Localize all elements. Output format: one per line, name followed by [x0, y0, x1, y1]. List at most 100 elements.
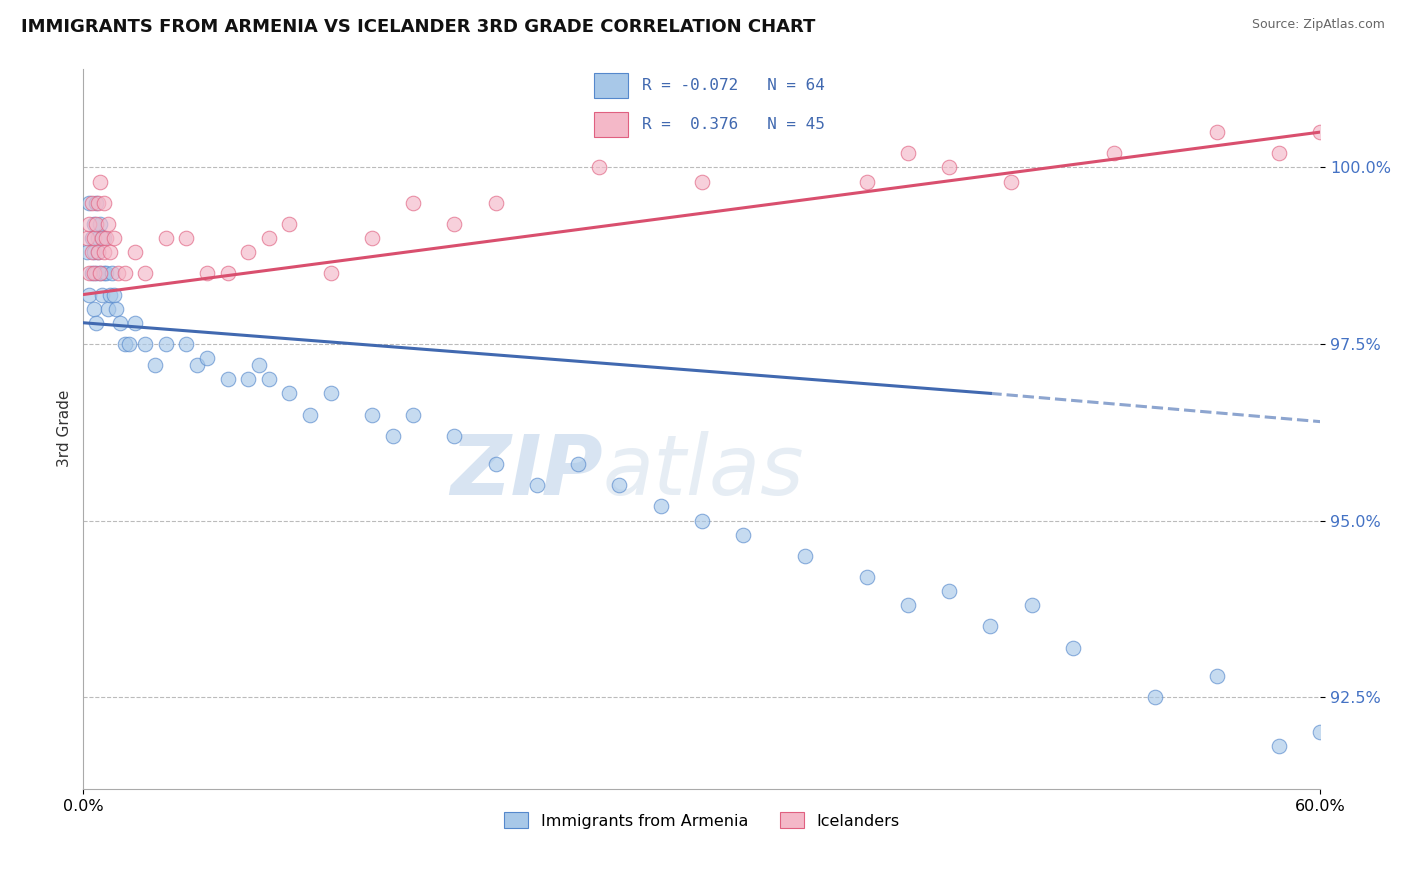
Point	[257, 231, 280, 245]
Point	[79, 217, 101, 231]
Point	[938, 161, 960, 175]
Point	[93, 195, 115, 210]
Point	[114, 337, 136, 351]
Point	[1309, 125, 1331, 139]
Point	[117, 337, 139, 351]
Point	[103, 287, 125, 301]
Y-axis label: 3rd Grade: 3rd Grade	[58, 390, 72, 467]
Point	[79, 287, 101, 301]
Point	[1206, 669, 1229, 683]
Text: ZIP: ZIP	[450, 432, 603, 512]
Point	[176, 231, 198, 245]
Point	[238, 372, 260, 386]
Point	[979, 619, 1001, 633]
Point	[855, 174, 877, 188]
Point	[110, 316, 132, 330]
Point	[89, 217, 111, 231]
Point	[897, 599, 920, 613]
Legend: Immigrants from Armenia, Icelanders: Immigrants from Armenia, Icelanders	[498, 805, 905, 835]
Point	[299, 408, 322, 422]
Point	[124, 245, 146, 260]
Point	[195, 351, 218, 365]
Point	[134, 337, 156, 351]
Text: IMMIGRANTS FROM ARMENIA VS ICELANDER 3RD GRADE CORRELATION CHART: IMMIGRANTS FROM ARMENIA VS ICELANDER 3RD…	[21, 18, 815, 36]
Point	[93, 231, 115, 245]
Point	[217, 372, 239, 386]
Point	[83, 231, 105, 245]
Point	[731, 527, 754, 541]
Point	[588, 161, 610, 175]
Point	[1268, 739, 1291, 754]
Point	[98, 245, 121, 260]
Point	[80, 231, 103, 245]
Text: R =  0.376   N = 45: R = 0.376 N = 45	[643, 117, 825, 132]
Point	[94, 266, 117, 280]
Point	[87, 231, 110, 245]
Point	[1206, 125, 1229, 139]
Point	[87, 245, 110, 260]
Point	[443, 429, 465, 443]
Point	[238, 245, 260, 260]
Point	[485, 195, 508, 210]
Point	[76, 245, 98, 260]
Point	[690, 514, 713, 528]
Point	[485, 457, 508, 471]
Point	[938, 584, 960, 599]
Point	[93, 266, 115, 280]
Point	[79, 195, 101, 210]
Point	[80, 266, 103, 280]
Point	[80, 195, 103, 210]
Point	[319, 386, 342, 401]
Point	[84, 195, 107, 210]
Point	[247, 358, 270, 372]
Point	[89, 266, 111, 280]
Point	[84, 217, 107, 231]
Point	[897, 146, 920, 161]
Point	[1309, 725, 1331, 739]
Point	[93, 245, 115, 260]
Point	[361, 231, 384, 245]
Point	[690, 174, 713, 188]
Point	[90, 231, 112, 245]
Point	[84, 266, 107, 280]
Point	[195, 266, 218, 280]
Point	[278, 217, 301, 231]
Point	[1062, 640, 1084, 655]
Point	[319, 266, 342, 280]
Point	[145, 358, 167, 372]
Point	[176, 337, 198, 351]
Point	[855, 570, 877, 584]
Point	[83, 217, 105, 231]
Point	[134, 266, 156, 280]
Point	[361, 408, 384, 422]
Point	[80, 245, 103, 260]
Text: R = -0.072   N = 64: R = -0.072 N = 64	[643, 78, 825, 93]
FancyBboxPatch shape	[593, 112, 628, 137]
FancyBboxPatch shape	[593, 72, 628, 98]
Point	[114, 266, 136, 280]
Text: Source: ZipAtlas.com: Source: ZipAtlas.com	[1251, 18, 1385, 31]
Text: atlas: atlas	[603, 432, 804, 512]
Point	[90, 287, 112, 301]
Point	[526, 478, 548, 492]
Point	[83, 301, 105, 316]
Point	[443, 217, 465, 231]
Point	[101, 266, 124, 280]
Point	[89, 174, 111, 188]
Point	[98, 287, 121, 301]
Point	[1268, 146, 1291, 161]
Point	[1000, 174, 1022, 188]
Point	[97, 301, 120, 316]
Point	[87, 245, 110, 260]
Point	[607, 478, 630, 492]
Point	[278, 386, 301, 401]
Point	[87, 195, 110, 210]
Point	[1144, 690, 1167, 704]
Point	[94, 231, 117, 245]
Point	[124, 316, 146, 330]
Point	[155, 231, 177, 245]
Point	[76, 231, 98, 245]
Point	[155, 337, 177, 351]
Point	[567, 457, 589, 471]
Point	[257, 372, 280, 386]
